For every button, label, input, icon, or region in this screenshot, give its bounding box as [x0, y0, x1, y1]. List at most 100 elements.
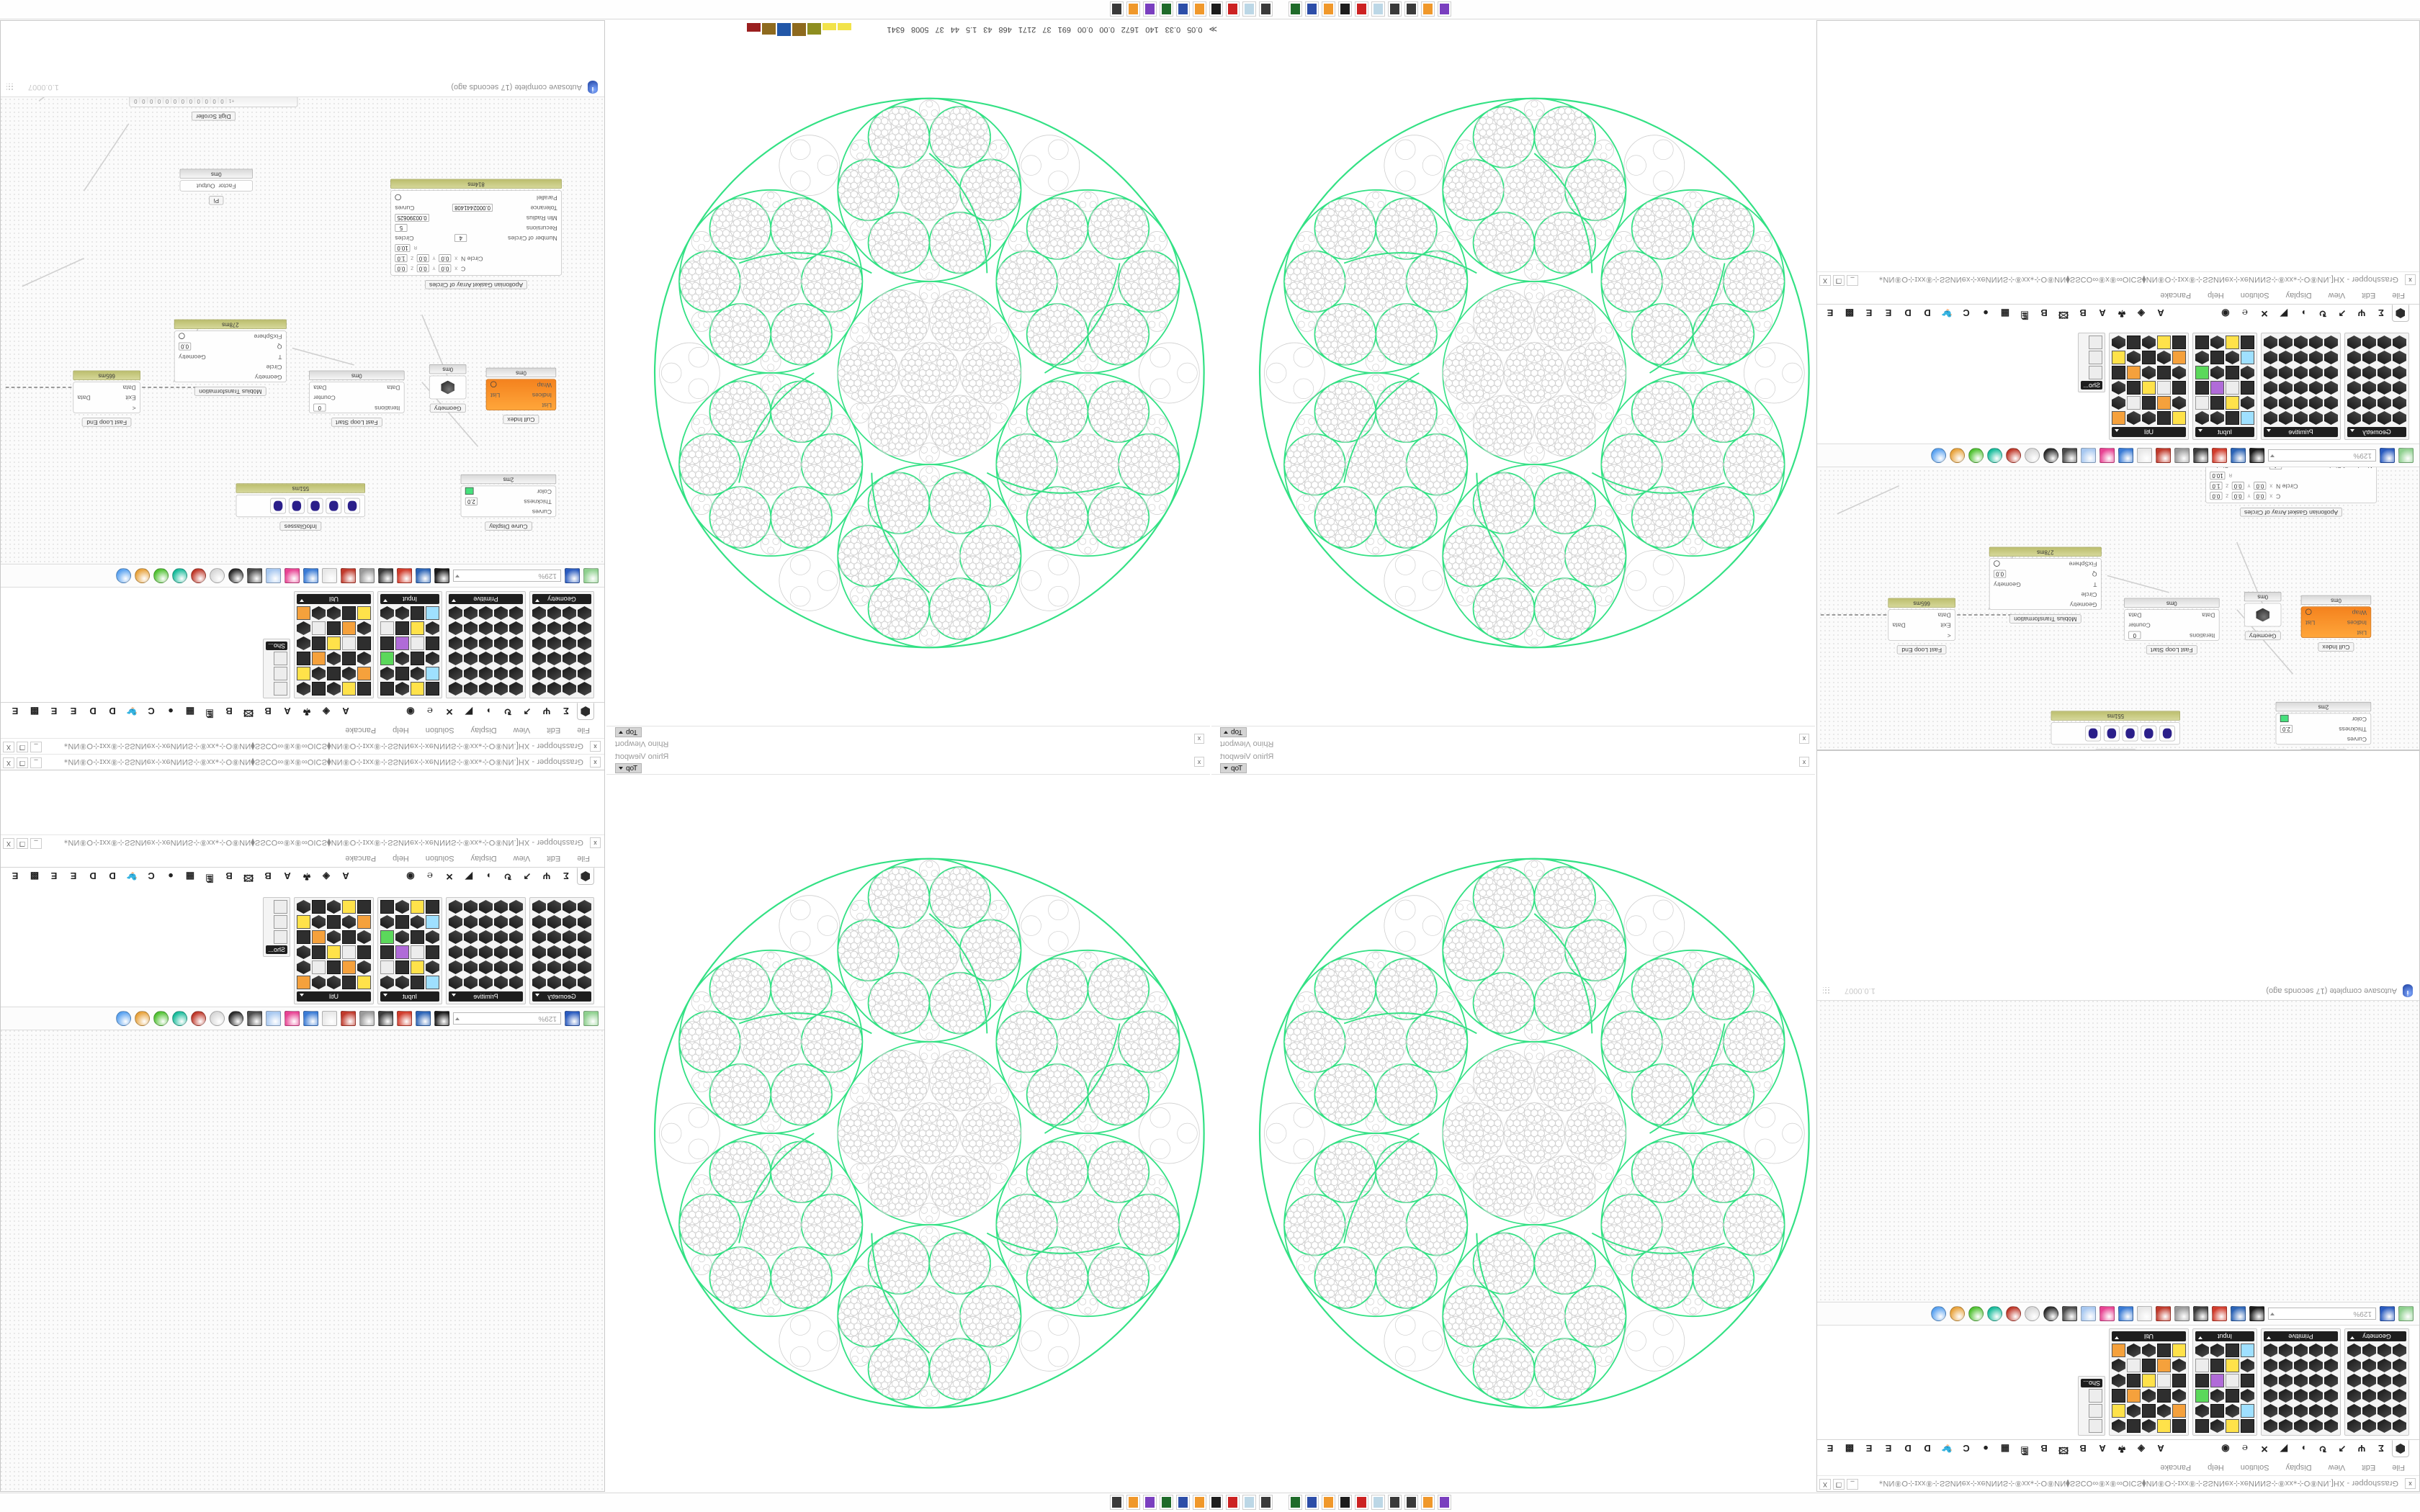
- ribbon-tab-r-7[interactable]: 🖺: [2020, 1445, 2029, 1456]
- component-icon[interactable]: [2294, 1419, 2308, 1433]
- save-icon[interactable]: [565, 1011, 580, 1026]
- component-icon[interactable]: [449, 667, 462, 680]
- view-dropdown[interactable]: Top: [1220, 763, 1247, 773]
- close-window-icon[interactable]: X: [3, 757, 14, 768]
- component-icon[interactable]: [426, 945, 439, 959]
- value-field[interactable]: 10.0: [395, 244, 411, 253]
- component-icon[interactable]: [297, 667, 310, 680]
- component-icon[interactable]: [2362, 336, 2376, 349]
- view-dropdown[interactable]: Top: [615, 727, 642, 737]
- ribbon-tab-r-9[interactable]: ●: [1983, 1443, 1989, 1454]
- component-icon[interactable]: [2157, 366, 2171, 379]
- floppy-icon[interactable]: [1305, 1495, 1319, 1511]
- panel-label-primitive[interactable]: Primitive: [2264, 1331, 2338, 1341]
- ribbon-tab-4[interactable]: ↻: [503, 706, 512, 717]
- value-field[interactable]: 4: [454, 234, 467, 242]
- component-icon[interactable]: [395, 606, 409, 620]
- widget-icon[interactable]: [378, 568, 393, 583]
- component-icon[interactable]: [2324, 396, 2338, 410]
- component-icon[interactable]: [2241, 351, 2254, 364]
- titlebar-right-b[interactable]: x Grasshopper - XH[.ИN⑧O⊹⁎xx⑧⊹ƧИИNɘx⊹xɘИ…: [1, 738, 604, 754]
- component-icon[interactable]: [2279, 396, 2293, 410]
- component-icon[interactable]: [479, 636, 493, 650]
- component-icon[interactable]: [494, 636, 508, 650]
- component-panel-geometry[interactable]: Geometry: [2344, 333, 2409, 440]
- flame-alt-icon[interactable]: [1226, 1, 1240, 17]
- view-dropdown[interactable]: Top: [1220, 727, 1247, 737]
- component-icon[interactable]: [2294, 411, 2308, 425]
- component-icon[interactable]: [2226, 336, 2239, 349]
- component-icon[interactable]: [2309, 1374, 2323, 1387]
- component-icon[interactable]: [357, 945, 371, 959]
- flame-alt-icon[interactable]: [1322, 1495, 1335, 1511]
- component-icon[interactable]: [563, 960, 576, 974]
- node-body-cull-index[interactable]: List Indices List Wrap: [2300, 606, 2372, 638]
- scooter-alt-icon[interactable]: [274, 667, 287, 680]
- component-icon[interactable]: [547, 606, 561, 620]
- component-icon[interactable]: [509, 900, 523, 914]
- gift-icon[interactable]: [284, 1011, 300, 1026]
- viewport-header-c[interactable]: x Rhino Viewport Top: [1211, 726, 1815, 750]
- node-body-fast-loop-end[interactable]: < Exit Data Data: [1888, 609, 1955, 641]
- component-icon[interactable]: [2294, 351, 2308, 364]
- ribbon-tab-r-7[interactable]: 🖺: [2020, 310, 2029, 320]
- script-alt-icon[interactable]: [1388, 1, 1402, 17]
- value-field[interactable]: 0.0: [2210, 492, 2223, 500]
- component-icon[interactable]: [464, 900, 478, 914]
- component-icon[interactable]: [464, 667, 478, 680]
- component-icon[interactable]: [2241, 411, 2254, 425]
- ribbon-tab-r-13[interactable]: D: [89, 870, 97, 882]
- scooter-alt-icon[interactable]: [2089, 351, 2102, 364]
- component-icon[interactable]: [327, 915, 341, 929]
- menu-display[interactable]: Display: [2285, 291, 2312, 300]
- component-icon[interactable]: [2142, 1374, 2156, 1387]
- component-icon[interactable]: [395, 636, 409, 650]
- panel-label-input[interactable]: Input: [2195, 427, 2254, 437]
- ribbon-tab-r-14[interactable]: E: [70, 706, 77, 717]
- component-panels-left[interactable]: Geometry Primitive Input Util Sho...: [1817, 1328, 2419, 1439]
- component-icon[interactable]: [2309, 1389, 2323, 1403]
- component-icon[interactable]: [578, 930, 591, 944]
- component-icon[interactable]: [2226, 351, 2239, 364]
- ribbon-tab-2[interactable]: Ψ: [2357, 1443, 2366, 1454]
- component-icon[interactable]: [2362, 1404, 2376, 1418]
- component-icon[interactable]: [2195, 1419, 2209, 1433]
- menu-file[interactable]: File: [577, 854, 590, 863]
- preview-eye-icon[interactable]: [2231, 448, 2246, 463]
- component-icon[interactable]: [327, 976, 341, 989]
- component-icon[interactable]: [494, 621, 508, 635]
- node-body-fast-loop-start[interactable]: Iterations 0 Counter Data Data: [2124, 609, 2220, 641]
- component-icon[interactable]: [411, 667, 424, 680]
- component-icon[interactable]: [578, 606, 591, 620]
- preview-orange-icon[interactable]: [135, 568, 150, 583]
- at-icon[interactable]: [359, 568, 375, 583]
- value-field[interactable]: 1.0: [2210, 482, 2223, 490]
- fit-view-icon[interactable]: [2249, 448, 2264, 463]
- component-icon[interactable]: [380, 930, 394, 944]
- open-file-icon[interactable]: [2398, 448, 2414, 463]
- close-icon[interactable]: x: [1194, 757, 1204, 767]
- ribbon-tab-8[interactable]: ℮: [427, 706, 433, 717]
- component-icon[interactable]: [357, 621, 371, 635]
- component-icon[interactable]: [426, 682, 439, 696]
- component-panel-geometry[interactable]: Geometry: [529, 897, 594, 1004]
- ribbon-tab-r-13[interactable]: D: [1904, 1443, 1912, 1454]
- component-icon[interactable]: [2294, 1389, 2308, 1403]
- preview-blue-icon[interactable]: [1931, 1306, 1946, 1321]
- component-icon[interactable]: [2324, 351, 2338, 364]
- shade-grey-icon[interactable]: [210, 1011, 225, 1026]
- tux-icon[interactable]: [1338, 1, 1352, 17]
- bake-icon[interactable]: [2212, 448, 2227, 463]
- toggle-dot[interactable]: [490, 381, 497, 388]
- component-icon[interactable]: [563, 636, 576, 650]
- panel-label-geometry[interactable]: Geometry: [532, 594, 591, 604]
- node-pi[interactable]: Pi Factor Output 0ms: [179, 168, 253, 205]
- value-field[interactable]: 0.0: [2254, 482, 2267, 490]
- component-icon[interactable]: [547, 667, 561, 680]
- component-icon[interactable]: [2324, 336, 2338, 349]
- media-player-icon[interactable]: [1438, 1495, 1451, 1511]
- flame-alt-icon[interactable]: [1226, 1495, 1240, 1511]
- button-tags-icon[interactable]: [2159, 725, 2175, 742]
- component-icon[interactable]: [509, 976, 523, 989]
- component-icon[interactable]: [312, 667, 326, 680]
